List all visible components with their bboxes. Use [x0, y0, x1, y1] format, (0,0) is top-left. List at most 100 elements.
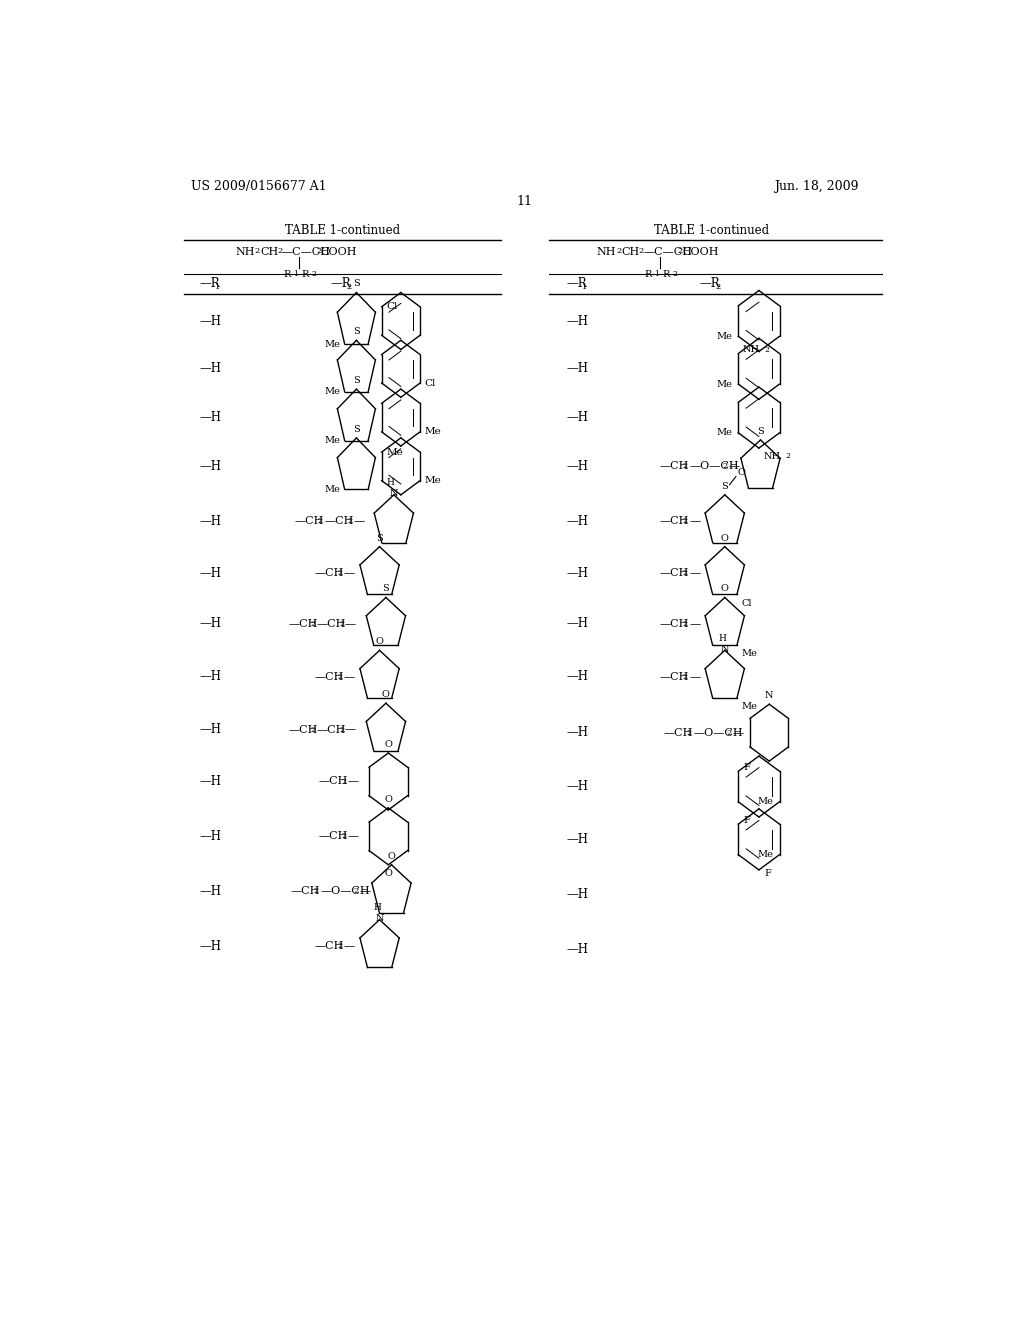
Text: —H: —H [200, 830, 221, 843]
Text: —C—CH: —C—CH [282, 247, 331, 257]
Text: —CH: —CH [316, 725, 346, 735]
Text: —H: —H [200, 566, 221, 579]
Text: —H: —H [566, 942, 588, 956]
Text: —O—CH: —O—CH [690, 462, 739, 471]
Text: —O—CH: —O—CH [321, 886, 371, 896]
Text: 1: 1 [582, 284, 588, 292]
Text: CH: CH [622, 247, 640, 257]
Text: 2: 2 [338, 673, 343, 681]
Text: H: H [374, 903, 381, 912]
Text: 1: 1 [654, 271, 659, 279]
Text: CH: CH [260, 247, 279, 257]
Text: —: — [689, 568, 700, 578]
Text: —R: —R [566, 277, 587, 290]
Text: 2: 2 [785, 453, 790, 461]
Text: 2: 2 [683, 462, 688, 470]
Text: —: — [344, 941, 355, 952]
Text: 2: 2 [310, 620, 315, 628]
Text: 2: 2 [341, 777, 347, 785]
Text: COOH: COOH [321, 247, 357, 257]
Text: —H: —H [566, 888, 588, 900]
Text: 2: 2 [683, 569, 688, 577]
Text: —H: —H [200, 884, 221, 898]
Text: 2: 2 [353, 887, 358, 895]
Text: 2: 2 [765, 346, 769, 354]
Text: —: — [344, 672, 355, 681]
Text: —H: —H [566, 459, 588, 473]
Text: —CH: —CH [318, 776, 348, 787]
Text: —: — [348, 776, 359, 787]
Text: —: — [729, 462, 740, 471]
Text: 11: 11 [517, 194, 532, 207]
Text: O: O [384, 795, 392, 804]
Text: —H: —H [200, 618, 221, 631]
Text: Me: Me [386, 447, 403, 457]
Text: TABLE 1-continued: TABLE 1-continued [653, 224, 769, 238]
Text: 1: 1 [293, 271, 298, 279]
Text: NH: NH [764, 453, 780, 461]
Text: —: — [689, 619, 700, 628]
Text: 1: 1 [215, 284, 220, 292]
Text: R: R [302, 269, 309, 279]
Text: —H: —H [200, 459, 221, 473]
Text: 2: 2 [683, 620, 688, 628]
Text: O: O [721, 585, 729, 594]
Text: S: S [353, 280, 359, 289]
Text: —: — [733, 727, 743, 738]
Text: H: H [387, 478, 394, 487]
Text: 2: 2 [677, 247, 682, 255]
Text: —R: —R [699, 277, 720, 290]
Text: —H: —H [200, 515, 221, 528]
Text: —H: —H [566, 515, 588, 528]
Text: —O—CH: —O—CH [694, 727, 743, 738]
Text: N: N [389, 490, 398, 499]
Text: —CH: —CH [318, 832, 348, 841]
Text: —: — [689, 516, 700, 527]
Text: 2: 2 [348, 517, 353, 525]
Text: —CH: —CH [664, 727, 693, 738]
Text: 2: 2 [638, 247, 643, 255]
Text: —CH: —CH [325, 516, 354, 527]
Text: —H: —H [566, 362, 588, 375]
Text: Me: Me [324, 484, 340, 494]
Text: Me: Me [741, 702, 758, 711]
Text: —: — [359, 886, 371, 896]
Text: —R: —R [331, 277, 351, 290]
Text: O: O [382, 690, 390, 700]
Text: Me: Me [324, 436, 340, 445]
Text: Me: Me [324, 387, 340, 396]
Text: N: N [721, 645, 729, 653]
Text: S: S [353, 327, 359, 337]
Text: H: H [719, 634, 726, 643]
Text: NH: NH [743, 345, 760, 354]
Text: Me: Me [716, 380, 732, 388]
Text: N: N [376, 915, 384, 923]
Text: —H: —H [200, 775, 221, 788]
Text: 2: 2 [310, 726, 315, 734]
Text: S: S [353, 425, 359, 434]
Text: Cl: Cl [386, 302, 397, 312]
Text: —CH: —CH [659, 462, 689, 471]
Text: 2: 2 [683, 517, 688, 525]
Text: COOH: COOH [682, 247, 719, 257]
Text: Me: Me [716, 331, 732, 341]
Text: TABLE 1-continued: TABLE 1-continued [285, 224, 399, 238]
Text: 2: 2 [255, 247, 260, 255]
Text: Jun. 18, 2009: Jun. 18, 2009 [773, 181, 858, 193]
Text: —: — [345, 725, 355, 735]
Text: —H: —H [200, 940, 221, 953]
Text: 2: 2 [278, 247, 283, 255]
Text: O: O [376, 638, 384, 647]
Text: 2: 2 [341, 833, 347, 841]
Text: S: S [383, 585, 389, 594]
Text: —CH: —CH [316, 619, 346, 628]
Text: Cl: Cl [741, 598, 753, 607]
Text: —: — [345, 619, 355, 628]
Text: —: — [353, 516, 365, 527]
Text: 2: 2 [722, 462, 728, 470]
Text: F: F [743, 763, 751, 772]
Text: —CH: —CH [289, 725, 317, 735]
Text: —: — [348, 832, 359, 841]
Text: 2: 2 [311, 271, 316, 279]
Text: —H: —H [566, 833, 588, 846]
